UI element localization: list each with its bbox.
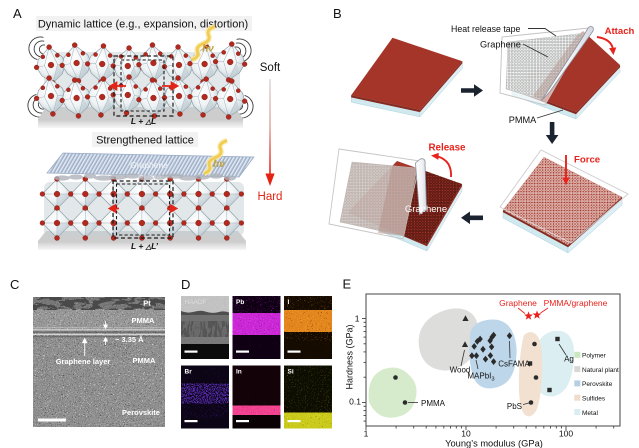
svg-text:C: C bbox=[10, 277, 19, 292]
svg-text:Metal: Metal bbox=[582, 410, 598, 417]
svg-text:B: B bbox=[333, 6, 342, 21]
svg-text:Graphene: Graphene bbox=[130, 160, 168, 170]
svg-text:CsFAMA: CsFAMA bbox=[498, 360, 530, 369]
svg-text:Pt: Pt bbox=[143, 299, 151, 308]
svg-text:Br: Br bbox=[185, 369, 193, 376]
svg-text:A: A bbox=[13, 6, 22, 21]
svg-text:Hardness (GPa): Hardness (GPa) bbox=[345, 324, 355, 389]
svg-text:Perovskite: Perovskite bbox=[122, 408, 160, 417]
svg-text:Graphene: Graphene bbox=[499, 298, 537, 308]
svg-text:Dynamic lattice (e.g., expansi: Dynamic lattice (e.g., expansion, distor… bbox=[38, 19, 248, 31]
svg-text:10: 10 bbox=[461, 429, 471, 439]
svg-text:0.1: 0.1 bbox=[349, 397, 361, 407]
svg-text:Hard: Hard bbox=[258, 191, 283, 203]
svg-text:PMMA: PMMA bbox=[509, 115, 537, 125]
svg-text:MAPbI3: MAPbI3 bbox=[467, 372, 494, 383]
svg-text:E: E bbox=[343, 277, 352, 292]
svg-text:L + △L: L + △L bbox=[131, 116, 156, 126]
svg-text:Soft: Soft bbox=[260, 62, 281, 74]
svg-text:Graphene: Graphene bbox=[405, 204, 447, 215]
svg-text:HAADF: HAADF bbox=[185, 299, 207, 306]
svg-text:Sulfides: Sulfides bbox=[582, 396, 606, 403]
svg-text:Force: Force bbox=[574, 155, 600, 166]
svg-text:hν: hν bbox=[202, 44, 214, 55]
svg-text:Natural plant: Natural plant bbox=[582, 367, 619, 374]
svg-text:Wood: Wood bbox=[450, 366, 471, 375]
svg-text:In: In bbox=[236, 369, 242, 376]
svg-text:Young’s modulus (GPa): Young’s modulus (GPa) bbox=[445, 439, 543, 448]
svg-text:1: 1 bbox=[355, 314, 360, 324]
svg-text:Ag: Ag bbox=[564, 355, 574, 364]
svg-text:D: D bbox=[181, 277, 190, 292]
svg-text:PbS: PbS bbox=[507, 402, 522, 411]
svg-text:Graphene: Graphene bbox=[480, 40, 521, 50]
svg-text:Heat release tape: Heat release tape bbox=[451, 24, 521, 34]
svg-text:Polymer: Polymer bbox=[582, 353, 607, 360]
svg-text:hν: hν bbox=[213, 159, 225, 170]
svg-text:1: 1 bbox=[364, 429, 369, 439]
svg-text:Attach: Attach bbox=[605, 26, 635, 37]
svg-text:L + △L’: L + △L’ bbox=[131, 241, 159, 251]
svg-text:Pb: Pb bbox=[236, 299, 244, 306]
svg-text:I: I bbox=[288, 299, 290, 306]
svg-text:Strengthened lattice: Strengthened lattice bbox=[96, 135, 194, 147]
svg-text:Si: Si bbox=[288, 369, 294, 376]
svg-text:PMMA/graphene: PMMA/graphene bbox=[544, 298, 608, 308]
svg-text:PMMA: PMMA bbox=[421, 399, 446, 408]
svg-text:PMMA: PMMA bbox=[133, 356, 156, 365]
svg-text:PMMA: PMMA bbox=[132, 316, 155, 325]
svg-text:~ 3.35 Å: ~ 3.35 Å bbox=[115, 335, 144, 344]
svg-text:Graphene layer: Graphene layer bbox=[56, 357, 111, 366]
svg-text:Release: Release bbox=[428, 143, 466, 154]
svg-text:PMMA: PMMA bbox=[138, 173, 163, 182]
svg-text:Perovskite: Perovskite bbox=[582, 381, 613, 388]
svg-text:100: 100 bbox=[559, 429, 573, 439]
